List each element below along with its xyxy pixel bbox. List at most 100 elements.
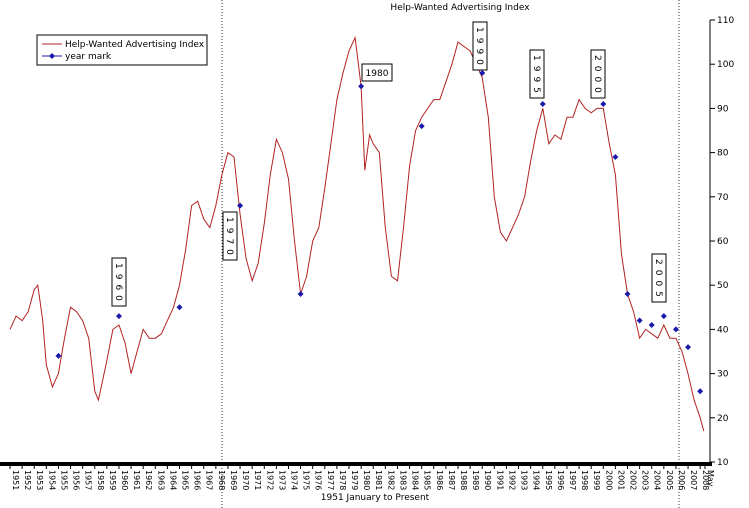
year-mark bbox=[685, 344, 692, 351]
x-tick-label: 1959 bbox=[108, 470, 117, 490]
annotation-box bbox=[472, 21, 488, 71]
y-tick-label: 80 bbox=[717, 149, 729, 159]
y-tick-label: 40 bbox=[717, 325, 729, 335]
x-tick-label: 1968 bbox=[217, 470, 226, 490]
x-tick-label: 1954 bbox=[47, 470, 56, 490]
x-tick-label: 1990 bbox=[483, 470, 492, 490]
x-tick-label: 1983 bbox=[398, 470, 407, 490]
x-tick-label: 1998 bbox=[580, 470, 589, 490]
x-tick-label: 1965 bbox=[181, 470, 190, 490]
y-tick-label: 110 bbox=[717, 16, 734, 26]
x-tick-label: 1981 bbox=[374, 470, 383, 490]
x-tick-label: 1994 bbox=[532, 470, 541, 490]
annotation: 2005 bbox=[653, 259, 663, 302]
year-mark bbox=[612, 154, 619, 161]
year-mark bbox=[648, 321, 655, 328]
x-tick-label: 1956 bbox=[72, 470, 81, 490]
y-tick-label: 30 bbox=[717, 370, 729, 380]
x-tick-label: 1972 bbox=[265, 470, 274, 490]
year-mark bbox=[115, 313, 122, 320]
x-tick-label: 2005 bbox=[665, 470, 674, 490]
x-tick-label: 2003 bbox=[641, 470, 650, 490]
x-tick-label: 1999 bbox=[592, 470, 601, 490]
x-tick-label: 1964 bbox=[168, 470, 177, 490]
year-mark bbox=[697, 388, 704, 395]
x-tick-label: 1995 bbox=[544, 470, 553, 490]
year-mark bbox=[672, 326, 679, 333]
legend-label: year mark bbox=[65, 52, 112, 62]
x-tick-label: 2002 bbox=[629, 470, 638, 490]
x-tick-label: 1963 bbox=[156, 470, 165, 490]
annotation-box bbox=[590, 49, 606, 99]
x-tick-label: 1980 bbox=[362, 470, 371, 490]
legend-swatch bbox=[49, 53, 55, 59]
x-tick-label: 1952 bbox=[23, 470, 32, 490]
x-tick-label: 1953 bbox=[35, 470, 44, 490]
x-tick-label: 1997 bbox=[568, 470, 577, 490]
x-tick-label: 2000 bbox=[604, 470, 613, 490]
x-tick-label: 1973 bbox=[277, 470, 286, 490]
data-line bbox=[9, 35, 705, 432]
x-tick-label: 1962 bbox=[144, 470, 153, 490]
x-tick-label: 1986 bbox=[435, 470, 444, 490]
year-mark bbox=[600, 100, 607, 107]
x-tick-label: 1966 bbox=[193, 470, 202, 490]
x-tick-label: 1993 bbox=[520, 470, 529, 490]
x-tick-label: 1977 bbox=[326, 470, 335, 490]
x-tick-label: 1961 bbox=[132, 470, 141, 490]
annotation: 1980 bbox=[366, 69, 389, 79]
x-tick-label: 1991 bbox=[495, 470, 504, 490]
year-mark bbox=[237, 202, 244, 209]
x-tick-label: 2006 bbox=[677, 470, 686, 490]
annotation-box bbox=[361, 63, 393, 82]
annotation-box bbox=[529, 49, 545, 99]
x-tick-label: 1967 bbox=[205, 470, 214, 490]
year-mark bbox=[297, 291, 304, 298]
y-tick-label: 90 bbox=[717, 104, 729, 114]
x-tick-label: 1969 bbox=[229, 470, 238, 490]
x-tick-label: 2004 bbox=[653, 470, 662, 490]
annotation-box bbox=[222, 211, 238, 261]
x-tick-label: 2007 bbox=[689, 470, 698, 490]
x-tick-label: 1989 bbox=[471, 470, 480, 490]
x-tick-label: 1976 bbox=[314, 470, 323, 490]
x-tick-label: 1957 bbox=[84, 470, 93, 490]
x-tick-label: May bbox=[706, 470, 715, 487]
year-mark bbox=[539, 100, 546, 107]
x-tick-label: 2001 bbox=[616, 470, 625, 490]
year-mark bbox=[660, 313, 667, 320]
x-tick-label: 1958 bbox=[96, 470, 105, 490]
x-axis bbox=[0, 462, 712, 466]
x-tick-label: 1970 bbox=[241, 470, 250, 490]
x-tick-label: 1951 bbox=[11, 470, 20, 490]
annotation: 1990 bbox=[474, 27, 484, 70]
y-tick-label: 50 bbox=[717, 281, 729, 291]
y-tick-label: 70 bbox=[717, 193, 729, 203]
year-mark bbox=[418, 123, 425, 130]
x-tick-label: 1955 bbox=[59, 470, 68, 490]
year-mark bbox=[636, 317, 643, 324]
year-mark bbox=[358, 83, 365, 90]
x-tick-label: 1978 bbox=[338, 470, 347, 490]
x-tick-label: 1984 bbox=[411, 470, 420, 490]
annotation: 1970 bbox=[224, 217, 234, 260]
x-tick-label: 2008 bbox=[701, 470, 710, 490]
x-tick-label: 1975 bbox=[302, 470, 311, 490]
x-tick-label: 1982 bbox=[386, 470, 395, 490]
y-tick-label: 100 bbox=[717, 60, 734, 70]
x-tick-label: 1987 bbox=[447, 470, 456, 490]
x-tick-label: 1971 bbox=[253, 470, 262, 490]
x-tick-label: 1988 bbox=[459, 470, 468, 490]
x-tick-label: 1996 bbox=[556, 470, 565, 490]
y-tick-label: 10 bbox=[717, 458, 729, 468]
year-mark bbox=[479, 70, 486, 77]
year-mark bbox=[176, 304, 183, 311]
x-axis-label: 1951 January to Present bbox=[321, 493, 430, 503]
legend bbox=[36, 34, 208, 66]
annotation-box bbox=[111, 257, 127, 307]
y-tick-label: 60 bbox=[717, 237, 729, 247]
x-tick-label: 1960 bbox=[120, 470, 129, 490]
x-tick-label: 1985 bbox=[423, 470, 432, 490]
year-mark bbox=[624, 291, 631, 298]
